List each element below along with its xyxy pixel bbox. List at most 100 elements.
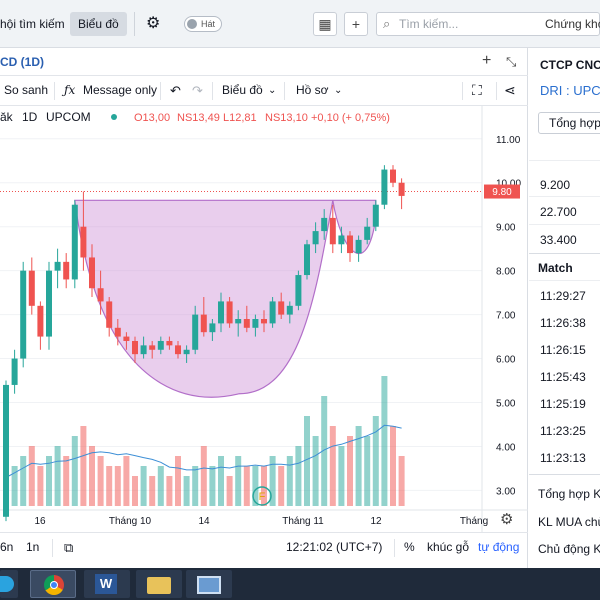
- volume-bar: [226, 476, 233, 506]
- divider: [52, 539, 53, 557]
- candle-body: [106, 301, 113, 328]
- add-icon[interactable]: +: [344, 12, 368, 36]
- divider: [54, 82, 55, 100]
- telegram-icon[interactable]: [0, 570, 18, 598]
- chart-tab-button[interactable]: Biểu đồ: [70, 12, 127, 36]
- volume-bar: [338, 446, 345, 506]
- volume-bar: [80, 426, 87, 506]
- candle-body: [97, 288, 104, 302]
- divider: [529, 474, 600, 475]
- event-marker[interactable]: [252, 486, 272, 506]
- percent-toggle[interactable]: %: [404, 540, 415, 554]
- divider: [529, 196, 600, 197]
- clock-label: 12:21:02 (UTC+7): [286, 540, 383, 554]
- log-toggle[interactable]: khúc gỗ: [427, 540, 470, 554]
- volume-bar: [312, 436, 319, 506]
- volume-bar: [183, 476, 190, 506]
- ohlc-close: NS13,10: [265, 112, 308, 124]
- nav-search-label[interactable]: hội tìm kiếm: [0, 17, 65, 31]
- search-icon: ⌕: [383, 16, 391, 31]
- ticker-label[interactable]: DRI : UPC: [540, 83, 600, 98]
- volume-ma-line: [5, 424, 402, 478]
- price-axis[interactable]: 11.00 10.00 9.00 8.00 7.00 6.00 5.00 4.00 3.00: [496, 135, 521, 498]
- ohlc-low: L12,81: [223, 112, 257, 124]
- collapse-icon[interactable]: ⤡: [506, 54, 517, 69]
- volume-bar: [218, 456, 224, 506]
- y-tick-label: 8.00: [496, 267, 516, 278]
- price-chart[interactable]: 11.00 10.00 9.00 8.00 7.00 6.00 5.00 4.00 3.00 1…: [0, 106, 528, 532]
- x-tick-label: Tháng: [460, 516, 488, 527]
- undo-icon[interactable]: ↶: [170, 83, 181, 98]
- divider: [529, 160, 600, 161]
- price-change: +0,10 (+ 0,75%): [311, 112, 390, 124]
- volume-bar: [175, 456, 181, 506]
- candle-body: [269, 301, 276, 324]
- toggle-knob: [187, 19, 197, 29]
- fx-icon[interactable]: ƒx: [64, 83, 76, 97]
- gear-icon[interactable]: ⚙: [146, 15, 161, 32]
- y-tick-label: 9.00: [496, 223, 516, 234]
- company-title: CTCP CNC: [540, 58, 600, 72]
- event-marker-label: F: [259, 491, 266, 503]
- summary-button[interactable]: Tổng hợp: [538, 112, 600, 134]
- footer-active[interactable]: Chủ động K: [538, 542, 600, 556]
- candle-body: [63, 261, 70, 280]
- range-1y-button[interactable]: 1n: [26, 540, 40, 554]
- trade-time: 11:25:43: [540, 370, 586, 384]
- volume-bar: [89, 446, 95, 506]
- volume-bar: [166, 476, 173, 506]
- candle-body: [11, 358, 18, 385]
- volume-bar: [192, 466, 199, 506]
- auto-toggle[interactable]: tự động: [478, 540, 520, 554]
- volume-bar: [106, 466, 113, 506]
- indicator-button[interactable]: Message only: [83, 83, 158, 97]
- divider: [394, 539, 395, 557]
- volume-bar: [46, 456, 52, 506]
- date-range-icon[interactable]: ⧉: [64, 540, 74, 555]
- trade-time: 11:23:25: [540, 424, 586, 438]
- fullscreen-icon[interactable]: ⛶: [472, 82, 482, 98]
- price-tag: [484, 184, 520, 199]
- footer-summary[interactable]: Tổng hợp K: [538, 487, 600, 501]
- candle-body: [46, 270, 52, 337]
- range-6m-button[interactable]: 6n: [0, 540, 14, 554]
- candle-body: [243, 319, 250, 328]
- chart-type-button[interactable]: Biểu đồ: [222, 83, 263, 97]
- footer-buy-volume[interactable]: KL MUA chủ: [538, 515, 600, 529]
- market-label[interactable]: Chứng kho: [545, 17, 600, 31]
- x-tick-label: Tháng 10: [109, 516, 152, 527]
- compare-button[interactable]: So sanh: [4, 83, 49, 97]
- volume-bar: [235, 456, 242, 506]
- status-dot-icon: [111, 114, 117, 120]
- symbol-name: ăk: [0, 110, 14, 124]
- share-icon[interactable]: ⋖: [504, 82, 516, 98]
- profile-button[interactable]: Hồ sơ: [296, 83, 329, 97]
- candle-body: [114, 327, 121, 337]
- chevron-down-icon: ⌄: [334, 85, 343, 96]
- right-panel: CTCP CNC DRI : UPC Tổng hợp 9.200 22.700…: [529, 48, 600, 568]
- sound-toggle[interactable]: Hát: [184, 16, 222, 32]
- gear-icon[interactable]: ⚙: [500, 511, 513, 528]
- chrome-icon[interactable]: [30, 570, 76, 598]
- volume-bar: [20, 456, 27, 506]
- window-icon[interactable]: [186, 570, 232, 598]
- search-input[interactable]: ⌕ Tìm kiếm... Chứng kho: [376, 12, 600, 36]
- add-chart-icon[interactable]: +: [482, 52, 492, 69]
- candle-body: [166, 340, 173, 346]
- chart-toolbar: So sanh ƒx Message only ↶ ↷ Biểu đồ ⌄ Hồ…: [0, 76, 528, 106]
- folder-icon[interactable]: [136, 570, 182, 598]
- time-axis[interactable]: 16 Tháng 10 14 Tháng 11 12 Tháng: [34, 516, 488, 527]
- chevron-down-icon: ⌄: [268, 85, 277, 96]
- y-tick-label: 5.00: [496, 399, 516, 410]
- chart-grid: [0, 106, 528, 532]
- layout-grid-icon[interactable]: ▦: [313, 12, 337, 36]
- volume-bar: [97, 456, 104, 506]
- word-icon[interactable]: W: [84, 570, 130, 598]
- volume-bar: [355, 426, 362, 506]
- redo-icon[interactable]: ↷: [192, 83, 203, 98]
- candle-body: [175, 345, 181, 355]
- volume-bar: [209, 466, 216, 506]
- volume-bar: [157, 466, 164, 506]
- toggle-label: Hát: [201, 19, 216, 29]
- divider: [134, 12, 135, 36]
